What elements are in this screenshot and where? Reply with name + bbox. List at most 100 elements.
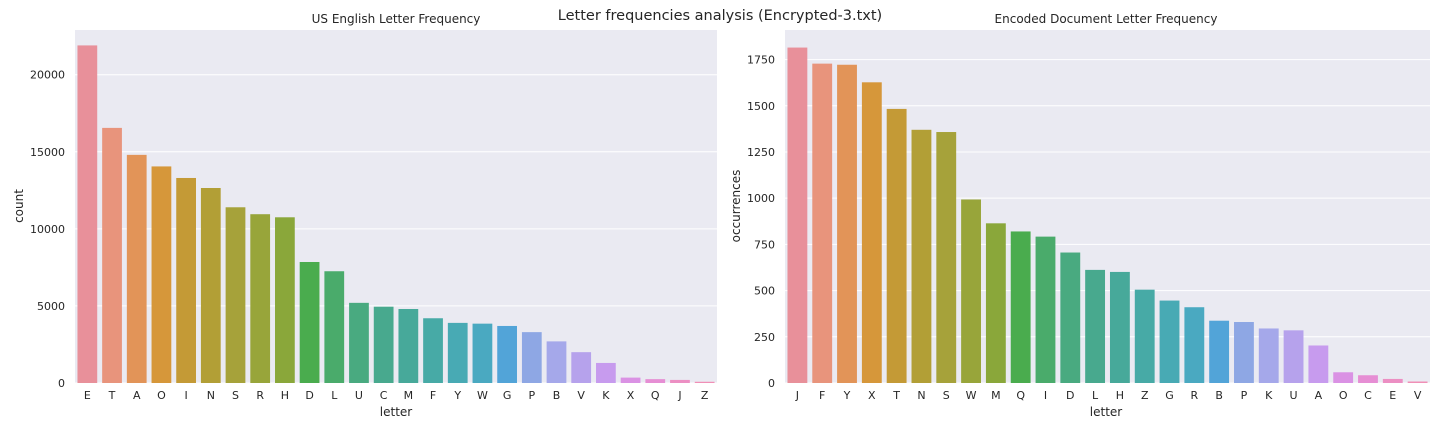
y-tick-label: 0 [58, 377, 65, 390]
y-tick-label: 1750 [747, 54, 775, 67]
bar-f [812, 63, 833, 383]
x-tick-label: L [1092, 389, 1099, 402]
x-tick-label: X [868, 389, 876, 402]
right-chart-title: Encoded Document Letter Frequency [995, 12, 1218, 26]
x-tick-label: N [207, 389, 215, 402]
bar-y [837, 64, 857, 384]
bar-p [521, 332, 542, 383]
x-tick-label: Z [1141, 389, 1149, 402]
x-tick-label: A [133, 389, 141, 402]
bar-o [151, 166, 172, 383]
bar-s [936, 132, 957, 383]
bar-w [472, 323, 493, 383]
x-tick-label: D [305, 389, 313, 402]
x-tick-label: H [1116, 389, 1124, 402]
x-tick-label: J [795, 389, 799, 402]
x-tick-label: F [819, 389, 825, 402]
bar-x [620, 377, 641, 383]
x-tick-label: S [943, 389, 950, 402]
bar-d [1060, 252, 1081, 383]
x-tick-label: N [917, 389, 925, 402]
right-yticks: 0 250 500 750 1000 1250 1500 1750 [747, 54, 775, 390]
x-tick-label: C [1364, 389, 1372, 402]
y-tick-label: 10000 [30, 223, 65, 236]
bar-k [1258, 328, 1279, 383]
x-tick-label: Q [651, 389, 660, 402]
left-chart: 0 5000 10000 15000 20000 E T A O I N S R H D L U C M F Y W G P… [12, 12, 717, 419]
bar-x [861, 82, 882, 384]
bar-l [1085, 269, 1106, 383]
bar-u [1283, 330, 1304, 383]
bar-o [1333, 372, 1354, 383]
bar-g [497, 325, 517, 383]
y-tick-label: 1000 [747, 192, 775, 205]
bar-n [911, 129, 932, 383]
right-x-axis-label: letter [1090, 405, 1123, 419]
bar-z [694, 381, 715, 383]
bar-a [1308, 345, 1329, 383]
right-bars [787, 47, 1428, 384]
x-tick-label: J [677, 389, 681, 402]
x-tick-label: E [84, 389, 91, 402]
x-tick-label: Y [453, 389, 461, 402]
bar-d [299, 261, 320, 383]
y-tick-label: 1500 [747, 100, 775, 113]
bar-f [423, 318, 443, 383]
x-tick-label: O [157, 389, 166, 402]
bar-q [645, 379, 666, 383]
bar-t [102, 127, 122, 383]
x-tick-label: U [355, 389, 363, 402]
y-tick-label: 5000 [37, 300, 65, 313]
x-tick-label: G [503, 389, 512, 402]
left-y-axis-label: count [12, 189, 26, 223]
x-tick-label: Q [1016, 389, 1025, 402]
x-tick-label: R [1190, 389, 1198, 402]
x-tick-label: F [430, 389, 436, 402]
bar-a [126, 154, 147, 383]
x-tick-label: K [602, 389, 610, 402]
x-tick-label: I [1044, 389, 1047, 402]
bar-b [1209, 320, 1230, 383]
y-tick-label: 1250 [747, 146, 775, 159]
y-tick-label: 15000 [30, 146, 65, 159]
x-tick-label: B [1215, 389, 1223, 402]
bar-m [985, 223, 1006, 383]
y-tick-label: 0 [768, 377, 775, 390]
x-tick-label: B [553, 389, 561, 402]
x-tick-label: S [232, 389, 239, 402]
bar-t [886, 108, 907, 384]
x-tick-label: R [256, 389, 264, 402]
x-tick-label: I [184, 389, 187, 402]
x-tick-label: M [404, 389, 414, 402]
bar-w [961, 199, 981, 383]
x-tick-label: P [528, 389, 535, 402]
bar-c [1358, 375, 1378, 383]
bar-r [1184, 307, 1205, 383]
x-tick-label: X [627, 389, 635, 402]
figure-suptitle: Letter frequencies analysis (Encrypted-3… [558, 8, 882, 24]
bar-j [670, 379, 690, 383]
x-tick-label: K [1265, 389, 1273, 402]
y-tick-label: 750 [754, 238, 775, 251]
x-tick-label: P [1241, 389, 1248, 402]
bar-i [1035, 236, 1056, 383]
bar-n [200, 188, 221, 383]
x-tick-label: V [1414, 389, 1422, 402]
bar-b [546, 341, 567, 383]
y-tick-label: 250 [754, 331, 775, 344]
bar-v [1407, 381, 1428, 383]
bar-g [1159, 300, 1180, 383]
bar-s [225, 207, 246, 383]
right-y-axis-label: occurrences [729, 170, 743, 243]
left-yticks: 0 5000 10000 15000 20000 [30, 69, 65, 390]
bar-u [349, 302, 369, 383]
y-tick-label: 20000 [30, 69, 65, 82]
x-tick-label: W [966, 389, 977, 402]
bar-k [596, 362, 616, 383]
bar-p [1234, 322, 1254, 383]
x-tick-label: U [1290, 389, 1298, 402]
x-tick-label: G [1165, 389, 1174, 402]
